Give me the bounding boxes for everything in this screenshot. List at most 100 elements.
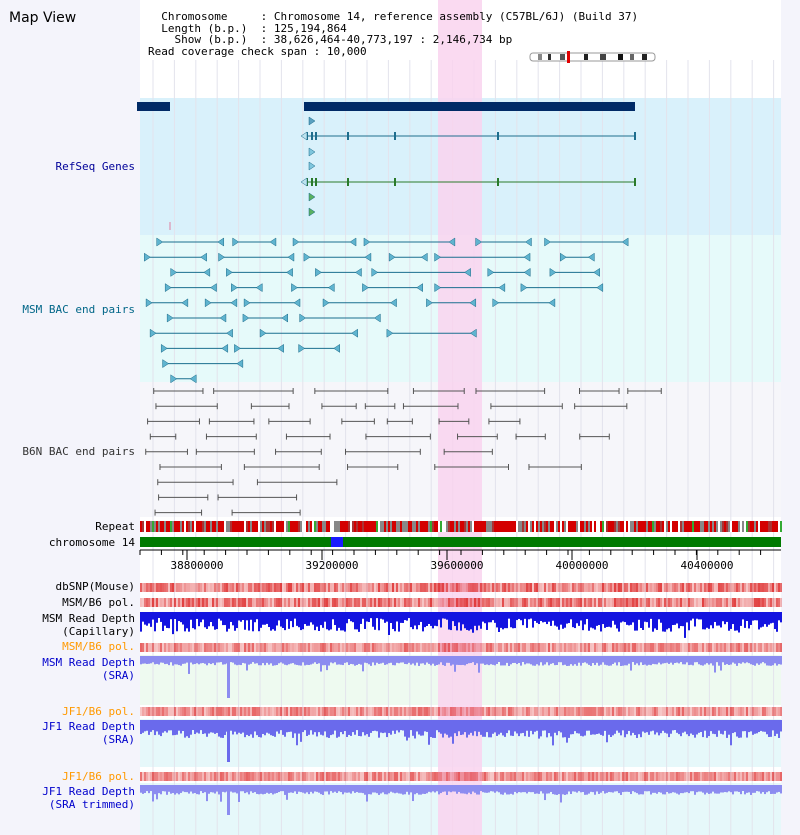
- track-label-msm-depth-sra[interactable]: MSM Read Depth (SRA): [42, 656, 135, 682]
- repeat-segment: [384, 521, 386, 532]
- track-label-jf1-b6-pol[interactable]: JF1/B6 pol.: [62, 705, 135, 718]
- track-label-msm-b6-pol-sra[interactable]: MSM/B6 pol.: [62, 640, 135, 653]
- jf1-b6-pol-cell: [224, 707, 226, 716]
- track-label-msm-bac[interactable]: MSM BAC end pairs: [22, 303, 135, 316]
- jf1-b6-pol-cell: [392, 707, 394, 716]
- track-label-b6n-bac[interactable]: B6N BAC end pairs: [22, 445, 135, 458]
- jf1-depth-trim-bar: [726, 785, 728, 793]
- jf1-b6-pol-trim-cell: [338, 772, 340, 781]
- track-label-chromosome[interactable]: chromosome 14: [48, 536, 135, 549]
- dbsnp-strip-cell: [158, 583, 160, 592]
- msm-b6-pol-strip-cell: [282, 598, 284, 607]
- msm-depth-sra-bar: [144, 656, 146, 664]
- msm-b6-pol-sra-cell: [692, 643, 694, 652]
- msm-depth-sra-bar: [370, 656, 372, 666]
- jf1-b6-pol-trim-cell: [478, 772, 480, 781]
- repeat-segment: [158, 521, 160, 532]
- msm-depth-capillary-bar: [330, 612, 332, 630]
- msm-depth-sra-bar: [752, 656, 754, 665]
- jf1-depth-sra-bar: [194, 720, 196, 735]
- jf1-depth-sra-bar: [532, 720, 534, 735]
- ideogram-band: [548, 54, 551, 60]
- repeat-segment: [258, 521, 260, 532]
- msm-depth-sra-bar: [572, 656, 574, 666]
- dbsnp-strip-cell: [382, 583, 384, 592]
- repeat-segment: [692, 521, 694, 532]
- msm-depth-capillary-bar: [704, 612, 706, 630]
- repeat-segment: [390, 521, 392, 532]
- jf1-depth-sra-bar: [730, 720, 732, 746]
- jf1-b6-pol-cell: [416, 707, 418, 716]
- dbsnp-strip-cell: [396, 583, 398, 592]
- jf1-depth-sra-bar: [300, 720, 302, 742]
- msm-depth-capillary-bar: [204, 612, 206, 628]
- msm-depth-capillary-bar: [616, 612, 618, 629]
- jf1-b6-pol-trim-cell: [526, 772, 528, 781]
- repeat-segment: [456, 521, 458, 532]
- msm-b6-pol-sra-cell: [160, 643, 162, 652]
- msm-b6-pol-sra-cell: [476, 643, 478, 652]
- jf1-b6-pol-trim-cell: [576, 772, 578, 781]
- jf1-b6-pol-cell: [186, 707, 188, 716]
- msm-b6-pol-sra-cell: [162, 643, 164, 652]
- dbsnp-strip-cell: [482, 583, 484, 592]
- jf1-b6-pol-trim-cell: [708, 772, 710, 781]
- msm-depth-sra-bar: [630, 656, 632, 671]
- msm-b6-pol-sra-cell: [650, 643, 652, 652]
- jf1-b6-pol-trim-cell: [210, 772, 212, 781]
- jf1-b6-pol-cell: [280, 707, 282, 716]
- dbsnp-strip-cell: [364, 583, 366, 592]
- jf1-depth-sra-bar: [520, 720, 522, 734]
- track-label-repeat[interactable]: Repeat: [95, 520, 135, 533]
- jf1-depth-sra-bar: [262, 720, 264, 734]
- jf1-b6-pol-cell: [430, 707, 432, 716]
- jf1-b6-pol-cell: [622, 707, 624, 716]
- msm-depth-sra-bar: [546, 656, 548, 663]
- jf1-b6-pol-trim-cell: [294, 772, 296, 781]
- jf1-b6-pol-trim-cell: [362, 772, 364, 781]
- msm-b6-pol-strip-cell: [756, 598, 758, 607]
- jf1-b6-pol-cell: [770, 707, 772, 716]
- jf1-b6-pol-trim-cell: [238, 772, 240, 781]
- msm-b6-pol-sra-cell: [410, 643, 412, 652]
- track-label-jf1-depth-sra[interactable]: JF1 Read Depth (SRA): [42, 720, 135, 746]
- repeat-segment: [658, 521, 660, 532]
- msm-b6-pol-sra-cell: [386, 643, 388, 652]
- msm-depth-sra-bar: [308, 656, 310, 665]
- dbsnp-strip-cell: [602, 583, 604, 592]
- msm-depth-capillary-bar: [684, 612, 686, 638]
- msm-b6-pol-strip-cell: [586, 598, 588, 607]
- jf1-b6-pol-trim-cell: [502, 772, 504, 781]
- jf1-depth-sra-bar: [770, 720, 772, 737]
- jf1-b6-pol-trim-cell: [306, 772, 308, 781]
- dbsnp-strip-cell: [176, 583, 178, 592]
- jf1-b6-pol-cell: [312, 707, 314, 716]
- jf1-depth-trim-bar: [234, 785, 236, 793]
- bac-end-marker: [210, 283, 217, 293]
- msm-depth-sra-bar: [218, 656, 220, 663]
- jf1-depth-sra-bar: [232, 720, 234, 735]
- jf1-b6-pol-cell: [208, 707, 210, 716]
- track-label-msm-b6-pol[interactable]: MSM/B6 pol.: [62, 596, 135, 609]
- dbsnp-strip-cell: [598, 583, 600, 592]
- track-label-dbsnp[interactable]: dbSNP(Mouse): [55, 580, 135, 593]
- track-label-jf1-b6-pol-trimmed[interactable]: JF1/B6 pol.: [62, 770, 135, 783]
- track-label-msm-depth-capillary[interactable]: MSM Read Depth (Capillary): [42, 612, 135, 638]
- jf1-b6-pol-cell: [720, 707, 722, 716]
- jf1-depth-sra-bar: [776, 720, 778, 734]
- jf1-depth-sra-bar: [512, 720, 514, 736]
- track-label-jf1-depth-trimmed[interactable]: JF1 Read Depth (SRA trimmed): [42, 785, 135, 811]
- jf1-depth-trim-bar: [354, 785, 356, 793]
- msm-depth-sra-bar: [618, 656, 620, 663]
- jf1-b6-pol-trim-cell: [272, 772, 274, 781]
- jf1-depth-sra-bar: [316, 720, 318, 737]
- jf1-b6-pol-trim-cell: [632, 772, 634, 781]
- jf1-b6-pol-cell: [182, 707, 184, 716]
- msm-b6-pol-sra-cell: [354, 643, 356, 652]
- jf1-depth-sra-bar: [334, 720, 336, 731]
- track-label-refseq-genes[interactable]: RefSeq Genes: [55, 160, 135, 173]
- dbsnp-strip-cell: [594, 583, 596, 592]
- dbsnp-strip-cell: [460, 583, 462, 592]
- msm-b6-pol-sra-cell: [710, 643, 712, 652]
